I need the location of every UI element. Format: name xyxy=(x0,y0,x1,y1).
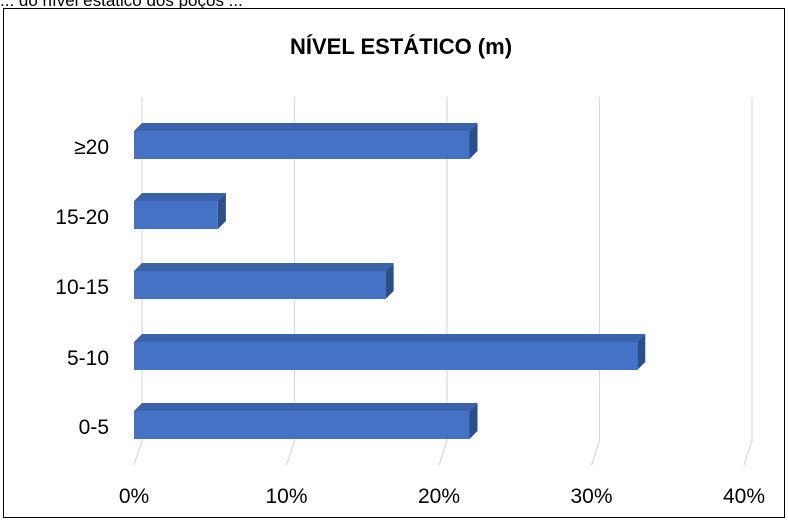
category-labels: 0-5 5-10 10-15 15-20 ≥20 xyxy=(55,136,109,439)
bar xyxy=(134,123,478,159)
x-tick-label: 20% xyxy=(418,485,460,508)
category-label: ≥20 xyxy=(74,136,109,159)
bar xyxy=(134,263,394,299)
category-label: 15-20 xyxy=(55,206,109,229)
bars xyxy=(134,123,646,439)
x-tick-label: 10% xyxy=(265,485,307,508)
bar xyxy=(134,193,226,229)
category-label: 0-5 xyxy=(79,416,109,439)
category-label: 10-15 xyxy=(55,276,109,299)
x-tick-label: 0% xyxy=(119,485,149,508)
gridline xyxy=(590,97,601,466)
bar xyxy=(134,334,646,370)
chart-title: NÍVEL ESTÁTICO (m) xyxy=(290,34,512,59)
x-tick-labels: 0% 10% 20% 30% 40% xyxy=(119,485,765,508)
category-label: 5-10 xyxy=(67,347,109,370)
bar xyxy=(134,403,478,439)
x-tick-label: 30% xyxy=(570,485,612,508)
chart-frame: NÍVEL ESTÁTICO (m) 0-5 5-10 10-15 15-20 ≥20 … xyxy=(3,8,785,518)
figure-caption: ... do nível estático dos poços ... xyxy=(0,0,788,9)
gridline xyxy=(438,97,448,466)
gridline xyxy=(743,97,753,466)
chart-area: NÍVEL ESTÁTICO (m) 0-55-1010-1515-20≥20 … xyxy=(55,34,765,508)
gridlines xyxy=(133,97,753,466)
gridline xyxy=(285,97,296,466)
x-tick-label: 40% xyxy=(723,485,765,508)
